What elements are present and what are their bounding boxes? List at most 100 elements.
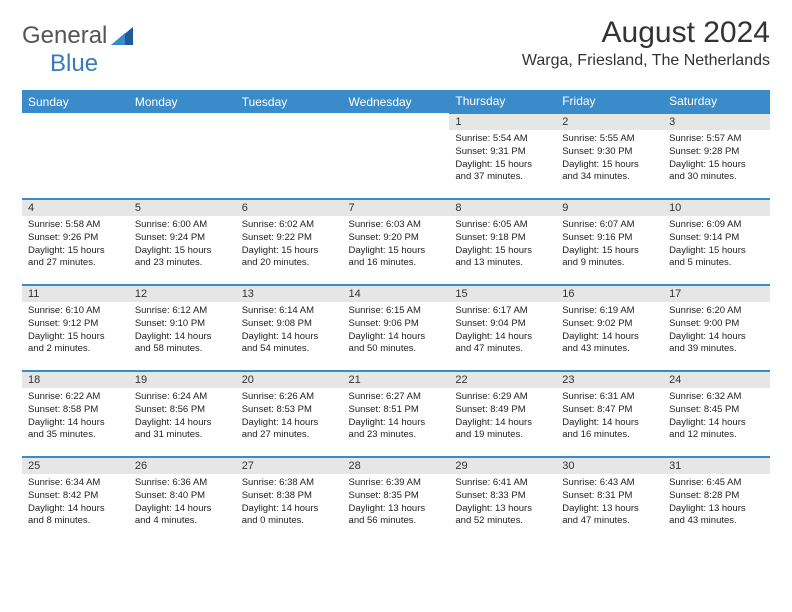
daylight-text: Daylight: 13 hours and 43 minutes.	[669, 503, 764, 529]
sunrise-text: Sunrise: 6:00 AM	[135, 219, 230, 232]
daylight-text: Daylight: 15 hours and 2 minutes.	[28, 331, 123, 357]
daylight-text: Daylight: 14 hours and 19 minutes.	[455, 417, 550, 443]
calendar-day-cell: 25Sunrise: 6:34 AMSunset: 8:42 PMDayligh…	[22, 457, 129, 543]
sunrise-text: Sunrise: 6:43 AM	[562, 477, 657, 490]
day-details: Sunrise: 6:41 AMSunset: 8:33 PMDaylight:…	[449, 474, 556, 531]
sunrise-text: Sunrise: 6:29 AM	[455, 391, 550, 404]
calendar-day-cell	[343, 113, 450, 199]
daylight-text: Daylight: 15 hours and 30 minutes.	[669, 159, 764, 185]
day-number: 6	[236, 200, 343, 216]
sunset-text: Sunset: 8:47 PM	[562, 404, 657, 417]
calendar-day-cell: 12Sunrise: 6:12 AMSunset: 9:10 PMDayligh…	[129, 285, 236, 371]
day-details: Sunrise: 6:31 AMSunset: 8:47 PMDaylight:…	[556, 388, 663, 445]
sunrise-text: Sunrise: 6:41 AM	[455, 477, 550, 490]
day-details: Sunrise: 6:24 AMSunset: 8:56 PMDaylight:…	[129, 388, 236, 445]
day-number: 14	[343, 286, 450, 302]
day-details: Sunrise: 6:43 AMSunset: 8:31 PMDaylight:…	[556, 474, 663, 531]
daylight-text: Daylight: 14 hours and 23 minutes.	[349, 417, 444, 443]
day-details: Sunrise: 6:45 AMSunset: 8:28 PMDaylight:…	[663, 474, 770, 531]
weekday-header: Saturday	[663, 90, 770, 113]
sunset-text: Sunset: 9:24 PM	[135, 232, 230, 245]
daylight-text: Daylight: 14 hours and 8 minutes.	[28, 503, 123, 529]
calendar-day-cell: 2Sunrise: 5:55 AMSunset: 9:30 PMDaylight…	[556, 113, 663, 199]
sunrise-text: Sunrise: 6:24 AM	[135, 391, 230, 404]
sunrise-text: Sunrise: 6:32 AM	[669, 391, 764, 404]
sunset-text: Sunset: 8:58 PM	[28, 404, 123, 417]
calendar-day-cell	[22, 113, 129, 199]
sunrise-text: Sunrise: 6:03 AM	[349, 219, 444, 232]
day-number: 1	[449, 114, 556, 130]
weekday-header: Tuesday	[236, 90, 343, 113]
daylight-text: Daylight: 14 hours and 54 minutes.	[242, 331, 337, 357]
sunrise-text: Sunrise: 6:17 AM	[455, 305, 550, 318]
day-number: 2	[556, 114, 663, 130]
weekday-header: Monday	[129, 90, 236, 113]
calendar-day-cell: 10Sunrise: 6:09 AMSunset: 9:14 PMDayligh…	[663, 199, 770, 285]
daylight-text: Daylight: 13 hours and 52 minutes.	[455, 503, 550, 529]
sunrise-text: Sunrise: 6:39 AM	[349, 477, 444, 490]
logo: General Blue	[22, 16, 133, 78]
sunset-text: Sunset: 8:35 PM	[349, 490, 444, 503]
day-details: Sunrise: 6:29 AMSunset: 8:49 PMDaylight:…	[449, 388, 556, 445]
calendar-day-cell: 14Sunrise: 6:15 AMSunset: 9:06 PMDayligh…	[343, 285, 450, 371]
day-details: Sunrise: 6:27 AMSunset: 8:51 PMDaylight:…	[343, 388, 450, 445]
calendar-day-cell: 24Sunrise: 6:32 AMSunset: 8:45 PMDayligh…	[663, 371, 770, 457]
sunset-text: Sunset: 8:51 PM	[349, 404, 444, 417]
sunset-text: Sunset: 9:18 PM	[455, 232, 550, 245]
day-details: Sunrise: 6:09 AMSunset: 9:14 PMDaylight:…	[663, 216, 770, 273]
calendar-week-row: 1Sunrise: 5:54 AMSunset: 9:31 PMDaylight…	[22, 113, 770, 199]
daylight-text: Daylight: 15 hours and 34 minutes.	[562, 159, 657, 185]
day-details: Sunrise: 5:54 AMSunset: 9:31 PMDaylight:…	[449, 130, 556, 187]
day-details: Sunrise: 6:02 AMSunset: 9:22 PMDaylight:…	[236, 216, 343, 273]
sunrise-text: Sunrise: 6:19 AM	[562, 305, 657, 318]
daylight-text: Daylight: 14 hours and 35 minutes.	[28, 417, 123, 443]
day-number: 12	[129, 286, 236, 302]
calendar-day-cell: 28Sunrise: 6:39 AMSunset: 8:35 PMDayligh…	[343, 457, 450, 543]
calendar-week-row: 18Sunrise: 6:22 AMSunset: 8:58 PMDayligh…	[22, 371, 770, 457]
sunrise-text: Sunrise: 6:07 AM	[562, 219, 657, 232]
logo-text-blue: Blue	[50, 50, 98, 77]
day-details: Sunrise: 5:57 AMSunset: 9:28 PMDaylight:…	[663, 130, 770, 187]
sunrise-text: Sunrise: 6:10 AM	[28, 305, 123, 318]
sunset-text: Sunset: 8:56 PM	[135, 404, 230, 417]
calendar-day-cell: 22Sunrise: 6:29 AMSunset: 8:49 PMDayligh…	[449, 371, 556, 457]
day-details: Sunrise: 6:32 AMSunset: 8:45 PMDaylight:…	[663, 388, 770, 445]
sunrise-text: Sunrise: 6:22 AM	[28, 391, 123, 404]
calendar-body: 1Sunrise: 5:54 AMSunset: 9:31 PMDaylight…	[22, 113, 770, 543]
day-number: 9	[556, 200, 663, 216]
day-details: Sunrise: 6:17 AMSunset: 9:04 PMDaylight:…	[449, 302, 556, 359]
day-number: 30	[556, 458, 663, 474]
day-details: Sunrise: 6:19 AMSunset: 9:02 PMDaylight:…	[556, 302, 663, 359]
sunrise-text: Sunrise: 6:38 AM	[242, 477, 337, 490]
calendar-day-cell: 20Sunrise: 6:26 AMSunset: 8:53 PMDayligh…	[236, 371, 343, 457]
day-number: 10	[663, 200, 770, 216]
calendar-table: SundayMondayTuesdayWednesdayThursdayFrid…	[22, 90, 770, 543]
calendar-day-cell: 27Sunrise: 6:38 AMSunset: 8:38 PMDayligh…	[236, 457, 343, 543]
calendar-day-cell: 21Sunrise: 6:27 AMSunset: 8:51 PMDayligh…	[343, 371, 450, 457]
daylight-text: Daylight: 14 hours and 16 minutes.	[562, 417, 657, 443]
day-number: 5	[129, 200, 236, 216]
day-number: 16	[556, 286, 663, 302]
day-details: Sunrise: 6:34 AMSunset: 8:42 PMDaylight:…	[22, 474, 129, 531]
daylight-text: Daylight: 14 hours and 58 minutes.	[135, 331, 230, 357]
day-number	[236, 113, 343, 129]
daylight-text: Daylight: 14 hours and 31 minutes.	[135, 417, 230, 443]
sunrise-text: Sunrise: 6:20 AM	[669, 305, 764, 318]
day-number: 28	[343, 458, 450, 474]
daylight-text: Daylight: 15 hours and 9 minutes.	[562, 245, 657, 271]
calendar-day-cell: 7Sunrise: 6:03 AMSunset: 9:20 PMDaylight…	[343, 199, 450, 285]
daylight-text: Daylight: 14 hours and 43 minutes.	[562, 331, 657, 357]
sunrise-text: Sunrise: 6:36 AM	[135, 477, 230, 490]
day-details: Sunrise: 5:58 AMSunset: 9:26 PMDaylight:…	[22, 216, 129, 273]
calendar-day-cell: 8Sunrise: 6:05 AMSunset: 9:18 PMDaylight…	[449, 199, 556, 285]
day-details: Sunrise: 6:07 AMSunset: 9:16 PMDaylight:…	[556, 216, 663, 273]
daylight-text: Daylight: 14 hours and 4 minutes.	[135, 503, 230, 529]
day-number: 26	[129, 458, 236, 474]
day-number: 22	[449, 372, 556, 388]
sunset-text: Sunset: 9:30 PM	[562, 146, 657, 159]
day-details: Sunrise: 6:10 AMSunset: 9:12 PMDaylight:…	[22, 302, 129, 359]
day-number: 18	[22, 372, 129, 388]
sunset-text: Sunset: 8:53 PM	[242, 404, 337, 417]
daylight-text: Daylight: 14 hours and 47 minutes.	[455, 331, 550, 357]
sunrise-text: Sunrise: 6:12 AM	[135, 305, 230, 318]
